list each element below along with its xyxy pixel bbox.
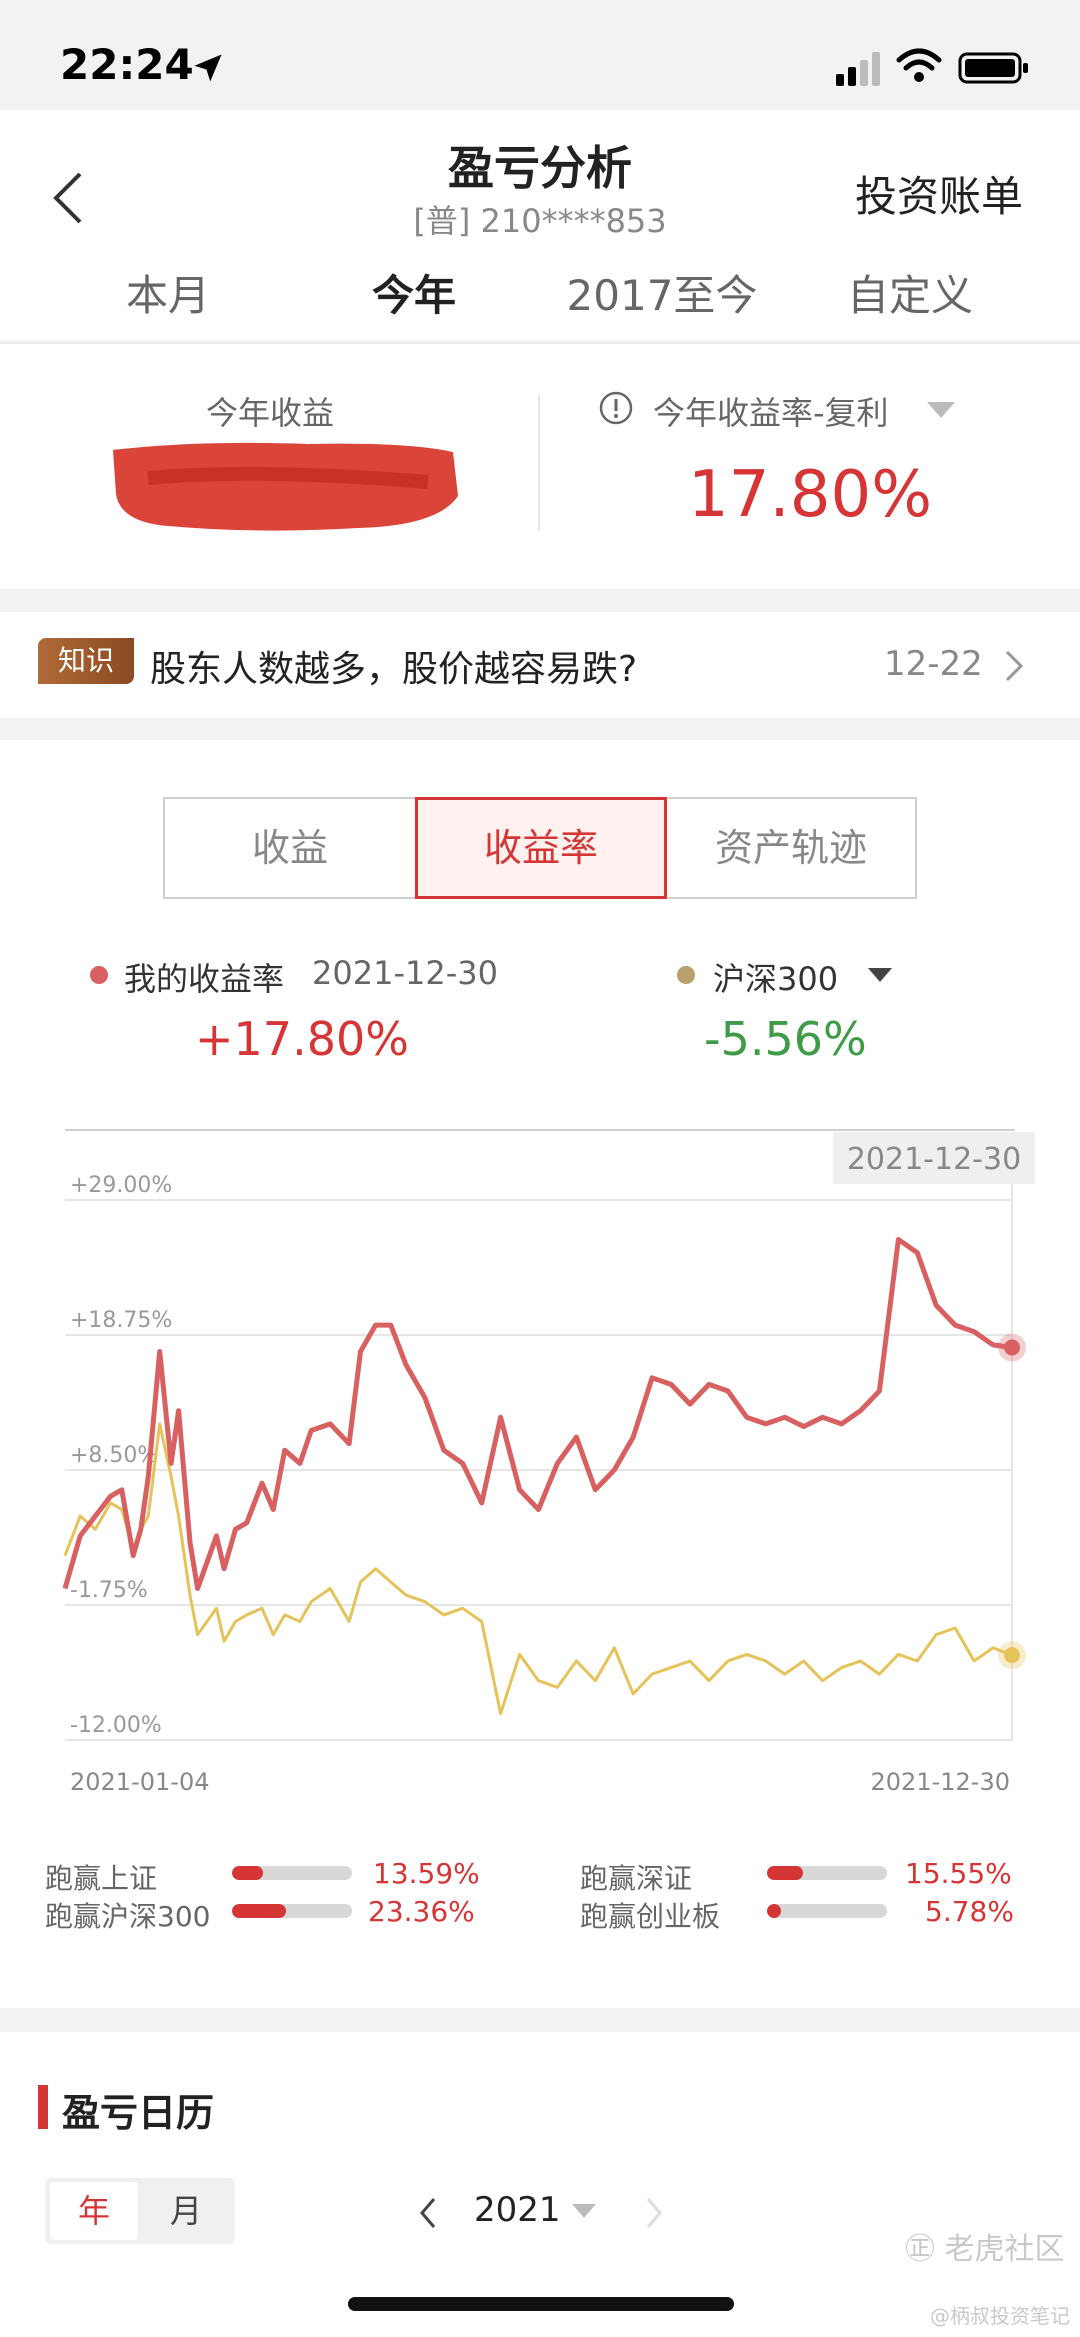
tab-since-2017[interactable]: 2017至今: [566, 271, 758, 320]
year-dropdown-icon[interactable]: [570, 2202, 598, 2220]
chevron-right-icon[interactable]: [1003, 648, 1025, 684]
beat-szse-bar: [767, 1866, 887, 1880]
chart-series: [62, 1237, 1026, 1716]
page-title: 盈亏分析: [448, 141, 632, 195]
back-chevron-icon[interactable]: [50, 170, 86, 226]
index-value: -5.56%: [704, 1012, 867, 1066]
beat-csi300-fill: [232, 1904, 286, 1918]
toggle-month[interactable]: 月: [169, 2192, 202, 2230]
my-rate-legend-label: 我的收益率: [124, 960, 285, 998]
index-legend-label[interactable]: 沪深300: [713, 960, 839, 998]
x-tick-end: 2021-12-30: [871, 1768, 1010, 1796]
knowledge-date: 12-22: [884, 644, 983, 684]
year-profit-label: 今年收益: [205, 394, 334, 432]
status-time: 22:24: [60, 40, 194, 89]
summary-divider: [538, 395, 540, 530]
tab-this-year[interactable]: 今年: [371, 271, 456, 320]
header-divider: [0, 342, 1080, 344]
beat-csi300-value: 23.36%: [368, 1895, 475, 1928]
calendar-view-toggle: 年 月: [45, 2178, 235, 2244]
battery-icon: [958, 52, 1028, 84]
my-rate-line: [62, 1237, 1013, 1591]
rate-type-dropdown-icon[interactable]: [925, 400, 957, 420]
my-rate-legend-dot: [90, 966, 108, 984]
beat-csi300-bar: [232, 1904, 352, 1918]
beat-chinext-value: 5.78%: [925, 1895, 1014, 1928]
y-tick-label: -1.75%: [70, 1578, 148, 1603]
beat-szse-fill: [767, 1866, 803, 1880]
chart-gridlines: [65, 1184, 1013, 1741]
beat-sse-fill: [232, 1866, 264, 1880]
beat-chinext-fill: [767, 1904, 782, 1918]
segment-rate[interactable]: 收益率: [415, 797, 667, 899]
location-arrow-icon: [194, 54, 222, 82]
knowledge-banner[interactable]: [0, 612, 1080, 718]
my-rate-legend-date: 2021-12-30: [312, 954, 498, 992]
investment-bill-link[interactable]: 投资账单: [855, 172, 1024, 221]
redacted-profit-scribble: [113, 442, 458, 531]
tab-custom[interactable]: 自定义: [846, 271, 973, 320]
csi300-end-dot: [1004, 1647, 1020, 1664]
y-tick-label: +18.75%: [70, 1308, 172, 1333]
beat-sse-bar: [232, 1866, 352, 1880]
beat-szse-value: 15.55%: [905, 1857, 1012, 1890]
toggle-year[interactable]: 年: [50, 2182, 138, 2240]
account-id: [普] 210****853: [413, 202, 667, 240]
beat-sse-value: 13.59%: [373, 1857, 480, 1890]
home-indicator: [348, 2297, 734, 2311]
year-rate-label[interactable]: 今年收益率-复利: [653, 394, 889, 432]
beat-csi300-label: 跑赢沪深300: [45, 1900, 211, 1933]
beat-chinext-label: 跑赢创业板: [580, 1900, 721, 1933]
segment-profit[interactable]: 收益: [251, 826, 328, 870]
y-tick-label: -12.00%: [70, 1713, 162, 1738]
calendar-year[interactable]: 2021: [474, 2190, 561, 2230]
year-rate-value: 17.80%: [687, 458, 933, 532]
y-tick-label: +8.50%: [70, 1443, 158, 1468]
knowledge-text[interactable]: 股东人数越多，股价越容易跌?: [150, 649, 638, 690]
segment-asset-track[interactable]: 资产轨迹: [714, 826, 867, 870]
period-tabs: 本月 今年 2017至今 自定义: [0, 262, 1080, 342]
metric-segment-control: 收益 收益率 资产轨迹: [163, 797, 917, 899]
next-year-chevron-icon[interactable]: [644, 2196, 664, 2230]
index-dropdown-icon[interactable]: [866, 966, 894, 984]
wifi-icon: [896, 48, 942, 82]
return-line-chart[interactable]: +29.00% +18.75% +8.50% -1.75% -12.00% 2021-1…: [0, 1120, 1080, 1800]
watermark-author: @柄叔投资笔记: [930, 2304, 1070, 2328]
tooltip-date-box: [833, 1132, 1035, 1184]
tooltip-date: 2021-12-30: [847, 1142, 1021, 1177]
chart-y-ticks: +29.00% +18.75% +8.50% -1.75% -12.00%: [70, 1173, 172, 1738]
y-tick-label: +29.00%: [70, 1173, 172, 1198]
info-icon[interactable]: [598, 390, 634, 426]
beat-sse-label: 跑赢上证: [45, 1862, 158, 1895]
my-rate-end-dot: [1004, 1339, 1020, 1356]
x-tick-start: 2021-01-04: [70, 1768, 209, 1796]
chart-card: [0, 740, 1080, 2008]
beat-chinext-bar: [767, 1904, 887, 1918]
index-legend-dot: [677, 966, 695, 984]
watermark-logo: ㊣ 老虎社区: [905, 2232, 1065, 2267]
prev-year-chevron-icon[interactable]: [418, 2196, 438, 2230]
cellular-signal-icon: [836, 52, 880, 86]
tab-this-month[interactable]: 本月: [125, 271, 210, 320]
csi300-line: [63, 1422, 1013, 1716]
calendar-title: 盈亏日历: [62, 2091, 215, 2135]
my-rate-value: +17.80%: [195, 1012, 409, 1066]
section-accent-bar: [38, 2085, 48, 2129]
beat-szse-label: 跑赢深证: [580, 1862, 693, 1895]
header-bar: [0, 110, 1080, 340]
knowledge-badge: 知识: [38, 638, 134, 684]
